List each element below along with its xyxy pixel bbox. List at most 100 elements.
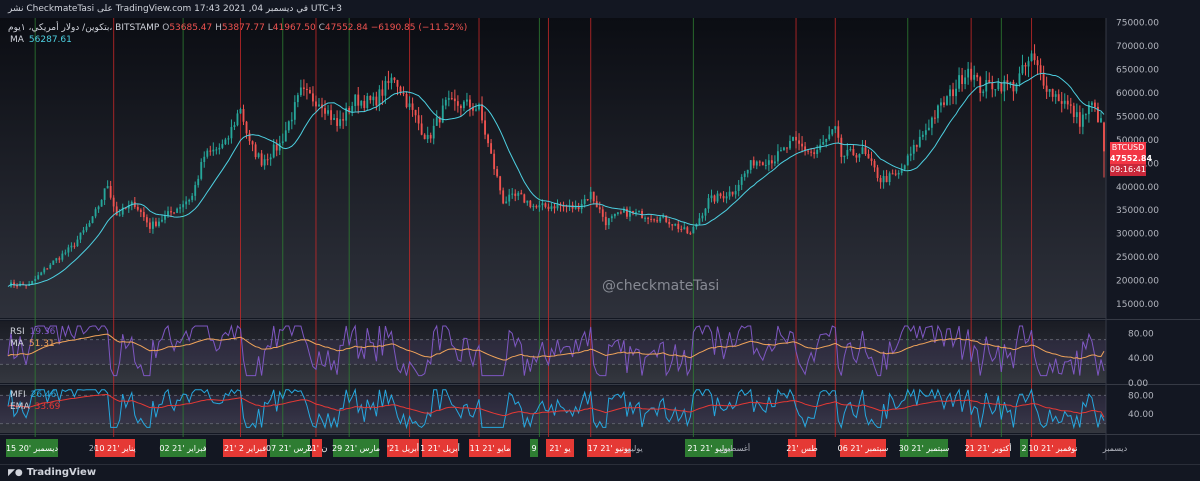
candle-body [789,140,791,149]
candle-body [716,193,719,202]
candle-body [719,193,722,197]
tradingview-brand[interactable]: ◤● TradingView [8,467,96,478]
candle-body [683,227,686,230]
date-label-bg [546,439,574,457]
candle-body [1103,122,1105,152]
candle-body [852,149,855,156]
candle-body [305,88,308,90]
mfi-ema-legend[interactable]: EMA 33.69 [10,402,60,413]
candle-body [179,207,182,209]
price-axis-label: 75000.00 [1116,19,1159,29]
candle-body [1097,106,1099,123]
candle-body [487,134,489,144]
candle-body [100,199,103,207]
candle-body [381,89,384,96]
candle-body [1030,53,1033,62]
candle-body [269,157,272,160]
candle-body [635,212,637,214]
candle-body [795,136,797,141]
candle-body [728,191,731,197]
candle-body [182,204,185,208]
candle-body [302,87,305,89]
candle-body [224,139,227,145]
price-axis-label: 70000.00 [1116,42,1159,52]
ma-legend[interactable]: MA 56287.61 [10,35,72,46]
candle-body [308,89,311,94]
ohlc-low-value: 41967.50 [272,23,316,33]
candle-body [1051,89,1054,97]
candle-body [1033,53,1036,61]
candle-body [402,92,405,94]
candle-body [296,95,299,103]
mfi-signal-line [7,393,1105,418]
price-axis-label: 35000.00 [1116,206,1159,216]
mfi-ema-value: 33.69 [34,402,61,412]
candle-body [511,193,514,195]
ohlc-close-value: 47552.84 [324,23,368,33]
date-label: 02 فبراير '21 [159,444,206,453]
ohlc-close-label: C [318,23,325,33]
candle-body [689,233,692,235]
candle-body [952,89,954,97]
candle-body [257,153,260,158]
candle-body [366,95,369,108]
candle-body [1075,112,1078,118]
candle-body [737,184,740,192]
candle-body [692,226,695,234]
candle-body [435,117,438,126]
date-label-bg [900,439,948,457]
candle-body [701,215,704,219]
candle-body [342,119,345,121]
rsi-label: RSI [10,327,25,337]
date-label: 29 مارس '21 [332,444,380,453]
candle-body [798,140,800,144]
main-pane-bg [0,18,1106,318]
candle-body [456,101,459,106]
candle-body [1084,114,1087,116]
candle-body [577,205,580,210]
candle-body [399,86,402,93]
ohlc-high-label: H [215,23,222,33]
date-label: 9 [531,444,536,453]
candle-body [746,169,749,174]
candle-body [626,208,628,217]
ma-value: 56287.61 [28,35,72,45]
rsi-legend[interactable]: RSI 19.36 [10,327,55,338]
candle-body [206,150,209,157]
candle-body [348,107,351,113]
mfi-ema-label: EMA [10,402,30,412]
candle-body [357,94,360,106]
price-tag-symbol: BTCUSD [1110,142,1146,154]
candle-body [158,221,160,226]
rsi-value: 19.36 [29,327,56,337]
candle-body [1081,114,1084,127]
candle-body [450,98,453,100]
candle-body [801,143,804,147]
candle-body [574,205,577,209]
candle-body [1060,101,1063,104]
mfi-legend[interactable]: MFI 26.46 [10,390,56,401]
candle-body [339,119,342,126]
candle-body [834,126,837,130]
candle-body [680,228,683,230]
candle-body [484,120,486,135]
candle-body [937,105,939,119]
candle-body [82,230,85,233]
date-label-bg [788,439,816,457]
rsi-ma-label: MA [10,339,24,349]
candle-body [961,75,964,85]
candle-body [336,118,339,126]
rsi-ma-legend[interactable]: MA 51.31 [10,339,55,350]
date-label-bg [270,439,310,457]
candle-body [668,221,671,225]
candle-body [233,125,236,128]
candle-body [79,232,82,240]
candle-body [236,113,239,126]
ohlc-open-label: O [162,23,170,33]
candle-body [879,177,882,183]
symbol-title[interactable]: بتكوين/ دولار أمريكي، ١يوم، BITSTAMP [8,23,160,33]
header-symbol-line[interactable]: بتكوين/ دولار أمريكي، ١يوم، BITSTAMP O53… [8,23,467,34]
candle-body [130,201,133,206]
candle-body [496,169,499,177]
